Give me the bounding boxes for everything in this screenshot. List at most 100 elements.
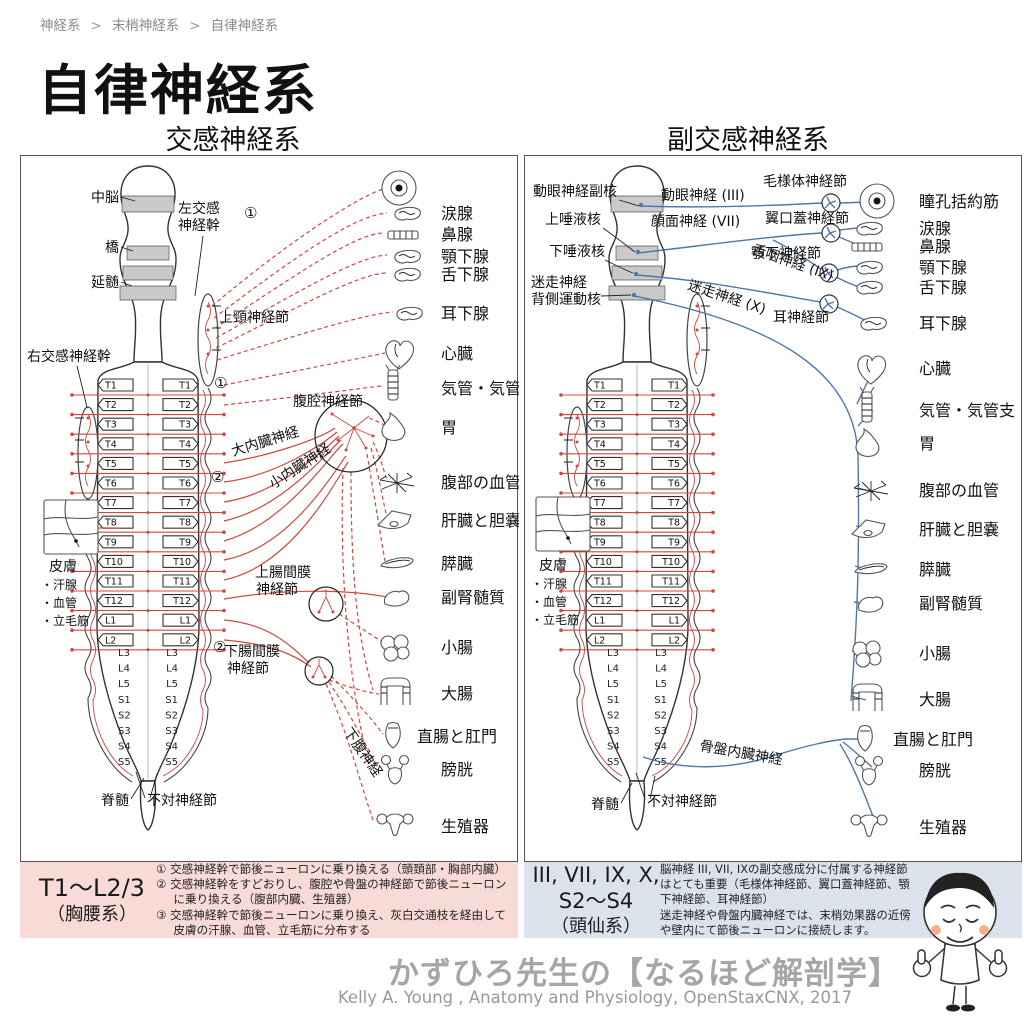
parasympathetic-range-sacral: S2〜S4 (558, 889, 634, 914)
vertebra-label: T8 (593, 518, 606, 529)
vertebra-label: T4 (593, 439, 606, 450)
organ-label: 小腸 (441, 638, 473, 657)
vertebra-label: T11 (172, 577, 191, 588)
parasympathetic-panel: T1 T1 T2 T2 T3 T3 T4 (524, 155, 1022, 862)
vertebra-label: T12 (593, 596, 612, 607)
vertebra-label: L5 (607, 679, 619, 690)
vertebra-label: T1 (593, 381, 606, 392)
vertebra-label: T6 (178, 479, 191, 490)
skin-icon (535, 496, 591, 552)
spinal-segment-row: T9 T9 (559, 535, 715, 554)
organ-row: 胃 (381, 412, 457, 441)
pons-label: 橋 (105, 240, 119, 256)
spinal-segment-row: T2 T2 (70, 398, 226, 417)
vertebra-label: S4 (165, 742, 178, 753)
blood-vessel-item: ・血管 (531, 594, 567, 609)
vertebra-label: T11 (593, 577, 612, 588)
organ-label: 心臓 (919, 359, 951, 378)
organ-row: 心臓 (385, 340, 473, 370)
organ-row: 副腎髄質 (857, 594, 983, 613)
organ-label: 涙腺 (441, 204, 473, 223)
vertebra-rows: T1 T1 T2 T2 T3 T3 T4 (70, 378, 226, 652)
vertebra-label: T7 (178, 498, 191, 509)
vertebra-label: T9 (104, 537, 117, 548)
rectum-anus-icon (385, 721, 401, 749)
organ-row: 直腸と肛門 (385, 721, 497, 749)
sympathetic-note-box: T1〜L2/3 （胸腰系） ① 交感神経幹で節後ニューロンに乗り換える（頭頚部・… (20, 862, 518, 938)
rectum-anus-icon (857, 724, 873, 752)
vertebra-label: S4 (654, 742, 667, 753)
organ-row: 気管・気管支 (859, 386, 1015, 423)
right-sympathetic-trunk-label: 右交感神経幹 (27, 348, 111, 365)
inferior-mesenteric-ganglion-label: 下腸間膜 (224, 644, 280, 660)
organ-row: 耳下腺 (860, 314, 967, 333)
vertebra-label: S5 (165, 757, 178, 768)
thumbs-up-left (912, 949, 932, 978)
leader-lines (600, 199, 656, 804)
genitals-icon (850, 814, 888, 838)
vertebra-label: T1 (104, 381, 117, 392)
dorsal-vagal-nucleus-label: 背側運動核 (531, 292, 601, 308)
sympathetic-range: T1〜L2/3 （胸腰系） (28, 873, 156, 926)
vertebra-label: T7 (104, 498, 117, 509)
note-item-2: ② 交感神経幹をすどおりし、腹腔や骨盤の神経節で節後ニューロンに乗り換える（腹部… (156, 877, 507, 907)
vertebra-label: S4 (118, 742, 131, 753)
spinal-segment-taper: S5 S5 (118, 757, 178, 768)
note-line-1: 脳神経 III, VII, IXの副交感成分に付属する神経節はとても重要（毛様体… (660, 862, 910, 907)
vertebra-label: T6 (593, 479, 606, 490)
vertebra-label: S5 (654, 757, 667, 768)
spinal-segment-taper: L4 L4 (607, 664, 667, 675)
ciliary-ganglion-label: 毛様体神経節 (763, 173, 847, 190)
vertebra-label: L2 (594, 635, 605, 646)
spinal-segment-taper: S1 S1 (607, 695, 667, 706)
breadcrumb: 神経系 > 末梢神経系 > 自律神経系 (40, 14, 278, 34)
vertebra-label: T3 (178, 420, 191, 431)
organ-row: 瞳孔括約筋 (859, 183, 999, 219)
vertebra-label: S3 (654, 726, 667, 737)
spinal-segment-row: T10 T10 (70, 554, 226, 574)
organ-row: 大腸 (380, 677, 473, 706)
spinal-cord-label: 脊髄 (101, 793, 129, 809)
parasympathetic-range-system: （頭仙系） (551, 915, 641, 937)
organ-label: 生殖器 (441, 817, 489, 836)
blood-vessel-item: ・血管 (41, 595, 77, 610)
breadcrumb-item-peripheral[interactable]: 末梢神経系 (111, 18, 180, 34)
sympathetic-panel: T1 T1 T2 T2 T3 T3 T4 (20, 155, 519, 862)
organ-label: 直腸と肛門 (893, 730, 973, 749)
edinger-westphal-nucleus-label: 動眼神経副核 (533, 184, 617, 200)
hair (925, 872, 994, 908)
parasympathetic-range: III, VII, IX, X, S2〜S4 （頭仙系） (532, 862, 660, 938)
marker-1: ① (214, 374, 227, 392)
organ-label: 膵臓 (919, 560, 951, 579)
submandibular-gland-icon (856, 260, 883, 275)
organ-row: 小腸 (852, 640, 951, 668)
kazuhiro-character (903, 868, 1017, 1018)
spinal-cord-label: 脊髄 (591, 797, 619, 813)
organ-label: 舌下腺 (441, 265, 489, 284)
vertebra-label: T3 (104, 420, 117, 431)
vertebra-label: T6 (104, 479, 117, 490)
ciliary-ganglion-circle (821, 193, 841, 213)
breadcrumb-item-nervous-system[interactable]: 神経系 (40, 18, 81, 34)
vertebra-label: L3 (655, 648, 667, 659)
vertebra-label: T7 (667, 498, 680, 509)
spinal-segment-row: T5 T5 (559, 456, 715, 476)
nasal-gland-icon (851, 242, 883, 252)
breadcrumb-item-autonomic[interactable]: 自律神経系 (210, 18, 279, 34)
vertebra-label: L3 (607, 648, 619, 659)
bladder-icon (854, 755, 884, 786)
organ-row: 顎下腺 (394, 247, 489, 266)
organ-row: 生殖器 (376, 813, 489, 837)
lacrimal-gland-icon (394, 206, 421, 221)
vertebra-label: T5 (178, 459, 191, 470)
organ-label: 顎下腺 (441, 247, 489, 266)
organ-label: 小腸 (919, 644, 951, 663)
spinal-segment-row: T6 T6 (559, 476, 715, 495)
vertebra-label: L3 (118, 648, 130, 659)
vertebra-label: L4 (118, 664, 130, 675)
organ-row: 小腸 (380, 634, 473, 662)
heart-icon (857, 355, 887, 385)
note-line-2: 迷走神経や骨盤内臓神経では、末梢効果器の近傍や壁内にて節後ニューロンに接続します… (660, 907, 911, 937)
organ-label: 気管・気管支 (441, 379, 519, 398)
